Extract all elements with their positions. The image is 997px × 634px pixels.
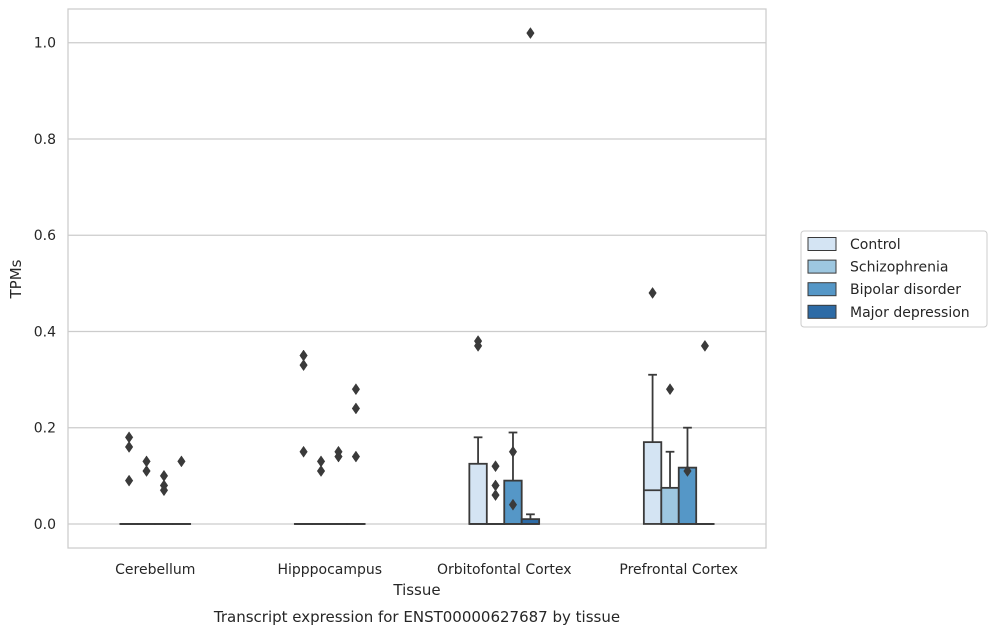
outlier-point: [177, 455, 186, 468]
box-body: [660, 486, 680, 525]
box-control: [119, 431, 139, 525]
outlier-point: [491, 460, 500, 473]
legend-swatch: [807, 282, 837, 297]
outlier-point: [334, 450, 343, 463]
box-bipolar-disorder: [154, 469, 174, 525]
box-bipolar-disorder: [328, 445, 349, 525]
box-body: [468, 462, 488, 525]
y-tick-label: 0.6: [34, 228, 56, 244]
outlier-point: [316, 465, 326, 477]
outlier-point: [351, 402, 361, 415]
box-major-depression: [346, 383, 366, 525]
outlier-point: [665, 383, 675, 396]
box-bipolar-disorder: [503, 431, 523, 525]
outlier-point: [299, 359, 308, 372]
y-tick-label: 0.2: [34, 421, 56, 437]
outlier-point: [124, 440, 134, 453]
outlier-point: [351, 450, 361, 463]
box-schizophrenia: [660, 383, 680, 525]
outlier-point: [142, 465, 151, 477]
box-bipolar-disorder: [677, 426, 698, 525]
chart-caption: Transcript expression for ENST0000062768…: [213, 608, 620, 626]
box-major-depression: [695, 339, 715, 525]
outlier-point: [508, 445, 518, 458]
y-tick-label: 0.4: [34, 324, 56, 340]
x-tick-label: Orbitofontal Cortex: [437, 562, 572, 578]
outlier-point: [700, 339, 710, 352]
outlier-point: [299, 445, 308, 458]
legend-swatch: [807, 259, 837, 274]
box-major-depression: [171, 455, 192, 525]
x-tick-label: Hipppocampus: [277, 562, 382, 578]
x-axis-label: Tissue: [392, 581, 440, 599]
legend-label: Major depression: [850, 305, 970, 321]
outlier-point: [351, 383, 361, 396]
box-control: [642, 286, 663, 525]
legend-label: Schizophrenia: [850, 260, 948, 276]
x-tick-labels: Cerebellum Hipppocampus Orbitofontal Corte…: [115, 562, 738, 578]
y-tick-label: 1.0: [34, 36, 56, 52]
outlier-point: [491, 489, 500, 502]
box-schizophrenia: [311, 455, 331, 525]
y-tick-labels: 0.0 0.2 0.4 0.6 0.8 1.0: [34, 36, 56, 533]
box-control: [293, 349, 314, 525]
box-control: [468, 335, 488, 525]
x-tick-label: Cerebellum: [115, 562, 195, 578]
outlier-point: [473, 339, 483, 352]
legend-swatch: [807, 237, 837, 251]
box-schizophrenia: [136, 455, 157, 525]
outlier-point: [159, 484, 169, 497]
legend: Control Schizophrenia Bipolar disorder Majo…: [800, 230, 988, 328]
legend-label: Control: [850, 237, 901, 253]
outlier-point: [683, 465, 692, 477]
boxes: [119, 27, 715, 525]
outlier-point: [648, 286, 657, 299]
outlier-point: [124, 474, 134, 487]
legend-swatch: [807, 304, 837, 319]
y-tick-label: 0.8: [34, 132, 56, 148]
outlier-point: [526, 27, 535, 40]
box-schizophrenia: [485, 460, 506, 525]
outlier-point: [508, 498, 518, 511]
legend-label: Bipolar disorder: [850, 282, 961, 298]
x-tick-label: Prefrontal Cortex: [619, 562, 738, 578]
y-tick-label: 0.0: [34, 517, 56, 533]
box-major-depression: [520, 27, 541, 525]
box-body: [642, 441, 663, 525]
y-axis-label: TPMs: [7, 259, 25, 299]
legend-frame: [800, 230, 988, 328]
plot-area-frame: [67, 8, 767, 549]
